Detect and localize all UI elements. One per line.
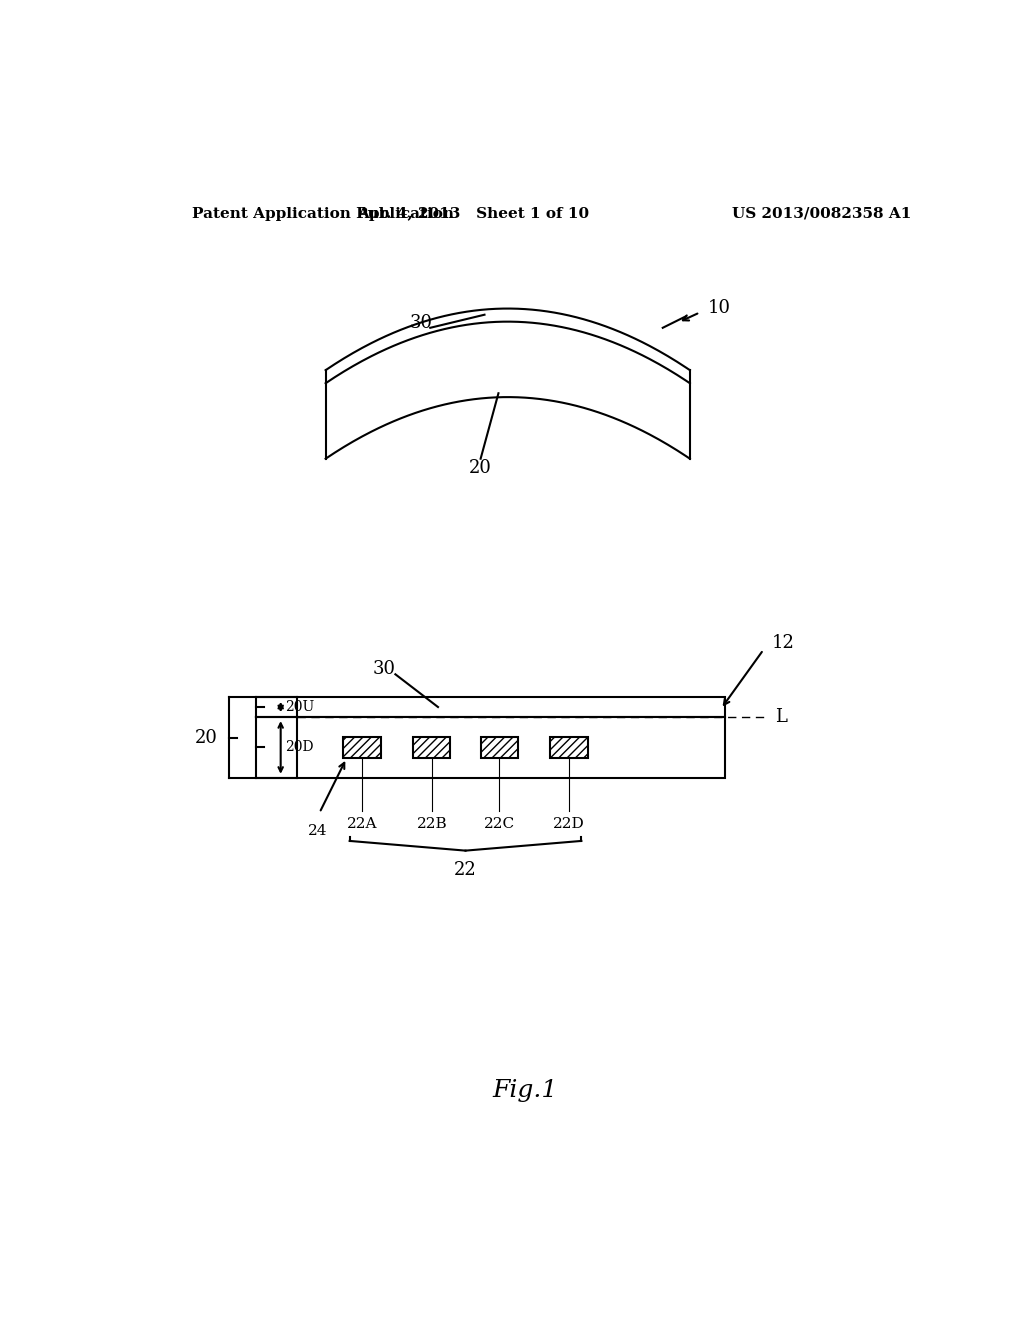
Bar	[480, 737, 518, 758]
Bar	[550, 737, 588, 758]
Bar	[297, 717, 725, 779]
Text: 12: 12	[771, 635, 795, 652]
Text: 30: 30	[410, 314, 432, 333]
Text: 22A: 22A	[347, 817, 377, 830]
Bar	[343, 737, 381, 758]
Text: 22C: 22C	[483, 817, 515, 830]
Text: 24: 24	[308, 825, 328, 838]
Bar	[414, 737, 451, 758]
Text: Fig.1: Fig.1	[493, 1078, 557, 1102]
Text: Patent Application Publication: Patent Application Publication	[191, 207, 454, 220]
Text: US 2013/0082358 A1: US 2013/0082358 A1	[732, 207, 911, 220]
Text: 20U: 20U	[286, 700, 314, 714]
Text: 30: 30	[373, 660, 395, 678]
Text: Apr. 4, 2013   Sheet 1 of 10: Apr. 4, 2013 Sheet 1 of 10	[356, 207, 589, 220]
Text: 22D: 22D	[553, 817, 585, 830]
Text: 20D: 20D	[286, 741, 313, 755]
Text: 22: 22	[454, 862, 477, 879]
Text: 10: 10	[708, 298, 731, 317]
Text: 20: 20	[195, 729, 218, 747]
Bar	[297, 697, 725, 717]
Text: 22B: 22B	[417, 817, 447, 830]
Text: 20: 20	[469, 459, 493, 477]
Text: L: L	[775, 708, 787, 726]
